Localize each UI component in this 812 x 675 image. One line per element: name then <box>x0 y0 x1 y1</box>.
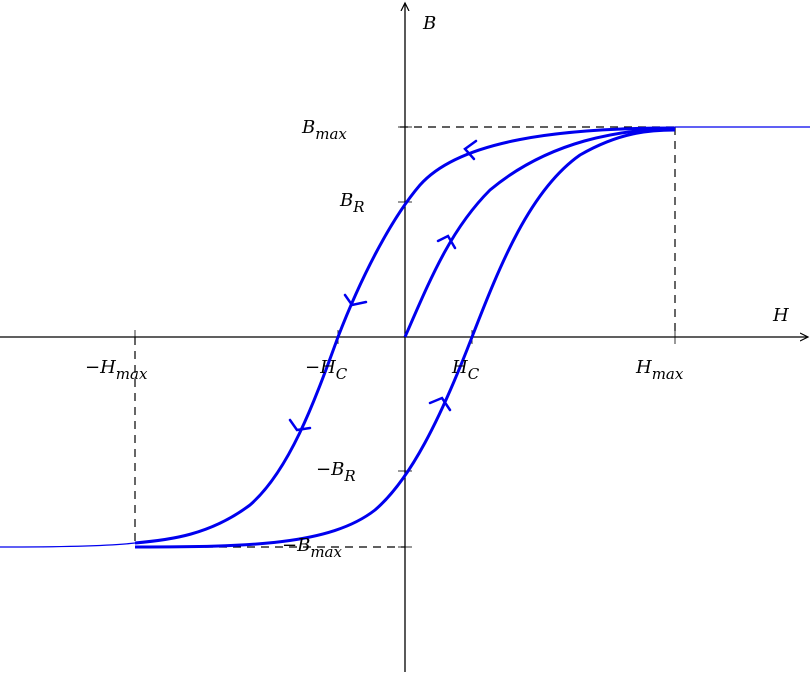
label-main: B <box>339 190 353 211</box>
label-main: H <box>635 357 652 378</box>
label-main: −B <box>282 535 310 556</box>
label-sub: R <box>343 467 355 485</box>
y-axis-label: B <box>422 13 436 34</box>
label-main: −H <box>85 357 116 378</box>
x-axis-label: H <box>772 305 789 326</box>
label-bmax: Bmax <box>301 117 347 143</box>
label-sub: C <box>336 365 348 383</box>
label-neg-hmax: −Hmax <box>85 357 148 383</box>
tick-labels: Bmax BR −BR −Bmax −Hmax −HC HC Hmax <box>85 117 684 561</box>
label-neg-hc: −HC <box>305 357 348 383</box>
label-sub: R <box>352 198 364 216</box>
label-hmax: Hmax <box>635 357 684 383</box>
label-main: −H <box>305 357 336 378</box>
label-neg-br: −BR <box>316 459 356 485</box>
label-hc: HC <box>451 357 480 383</box>
label-main: −B <box>316 459 344 480</box>
label-br: BR <box>339 190 365 216</box>
label-neg-bmax: −Bmax <box>282 535 342 561</box>
label-main: B <box>301 117 315 138</box>
label-main: H <box>451 357 468 378</box>
hysteresis-curves <box>0 126 810 549</box>
label-sub: C <box>468 365 480 383</box>
label-sub: max <box>652 365 684 383</box>
label-sub: max <box>310 543 342 561</box>
label-sub: max <box>116 365 148 383</box>
label-sub: max <box>315 125 347 143</box>
